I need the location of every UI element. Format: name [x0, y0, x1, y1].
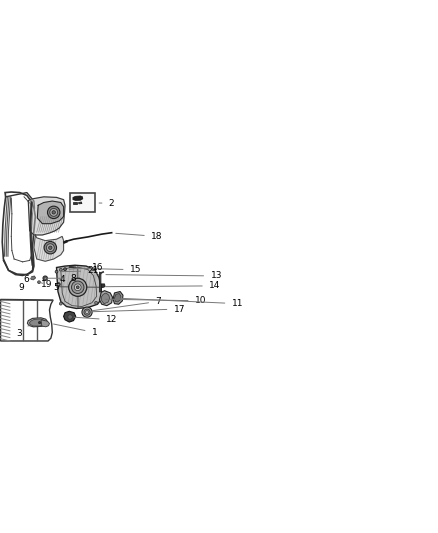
Circle shape — [95, 301, 98, 304]
Polygon shape — [37, 201, 64, 224]
Polygon shape — [99, 290, 113, 305]
Circle shape — [92, 268, 95, 271]
Circle shape — [39, 321, 41, 324]
Polygon shape — [114, 294, 121, 302]
Text: 16: 16 — [69, 263, 103, 272]
Polygon shape — [29, 319, 45, 326]
Circle shape — [55, 270, 58, 273]
Text: 17: 17 — [91, 304, 185, 313]
Text: 4: 4 — [60, 276, 65, 285]
Polygon shape — [41, 320, 49, 327]
Text: 7: 7 — [92, 297, 161, 311]
Polygon shape — [101, 293, 110, 304]
Bar — [70, 193, 95, 212]
Text: 5: 5 — [54, 283, 60, 292]
Text: 1: 1 — [53, 324, 98, 337]
Polygon shape — [31, 276, 35, 280]
Text: 21: 21 — [61, 266, 99, 276]
Text: 13: 13 — [106, 271, 222, 280]
Circle shape — [82, 307, 92, 317]
Circle shape — [38, 281, 40, 284]
Text: 3: 3 — [16, 325, 30, 338]
Polygon shape — [28, 197, 65, 235]
Text: 12: 12 — [74, 316, 117, 324]
Circle shape — [47, 206, 60, 219]
Text: 19: 19 — [39, 280, 53, 289]
Polygon shape — [73, 196, 83, 200]
Circle shape — [86, 311, 88, 313]
Circle shape — [49, 246, 52, 249]
Circle shape — [43, 276, 47, 280]
Polygon shape — [57, 265, 102, 309]
Circle shape — [50, 208, 58, 216]
Polygon shape — [78, 202, 82, 204]
Circle shape — [60, 268, 62, 271]
Polygon shape — [113, 292, 123, 304]
Text: 10: 10 — [106, 296, 206, 305]
Circle shape — [44, 241, 57, 254]
Polygon shape — [101, 284, 105, 288]
Circle shape — [76, 286, 79, 289]
Circle shape — [64, 268, 67, 271]
Circle shape — [38, 281, 40, 283]
Text: 14: 14 — [106, 281, 220, 290]
Circle shape — [84, 309, 90, 315]
Circle shape — [58, 284, 60, 285]
Text: 6: 6 — [23, 275, 32, 284]
Polygon shape — [99, 272, 101, 292]
Text: 8: 8 — [47, 274, 76, 282]
Polygon shape — [64, 311, 76, 322]
Circle shape — [52, 211, 55, 214]
Text: 11: 11 — [118, 298, 243, 308]
Text: 15: 15 — [74, 265, 141, 274]
Circle shape — [71, 281, 84, 294]
Text: 9: 9 — [18, 277, 32, 292]
Text: 2: 2 — [99, 199, 114, 207]
Circle shape — [44, 277, 46, 279]
Polygon shape — [34, 235, 64, 261]
Circle shape — [60, 302, 62, 305]
Polygon shape — [28, 318, 47, 327]
Circle shape — [74, 284, 81, 290]
Circle shape — [46, 244, 54, 252]
Circle shape — [69, 278, 87, 296]
Circle shape — [68, 314, 72, 319]
Text: 18: 18 — [116, 232, 162, 241]
Circle shape — [57, 282, 60, 286]
Polygon shape — [74, 202, 77, 204]
